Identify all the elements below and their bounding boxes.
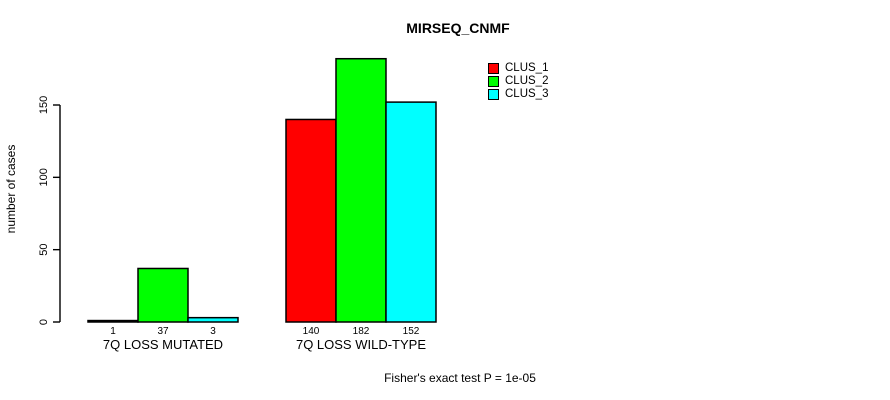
legend-swatch-icon — [488, 76, 499, 87]
y-tick-label: 0 — [38, 319, 50, 325]
chart-title: MIRSEQ_CNMF — [406, 20, 510, 36]
bar-value-label: 182 — [353, 326, 370, 337]
bar-clus_1-2 — [285, 118, 337, 323]
category-label: 7Q LOSS WILD-TYPE — [296, 337, 426, 352]
bar-value-label: 3 — [210, 326, 216, 337]
bar-clus_2-2 — [335, 57, 387, 323]
legend-swatch-icon — [488, 89, 499, 100]
bar-value-label: 152 — [403, 326, 420, 337]
bar-value-label: 37 — [157, 326, 169, 337]
legend-swatch-icon — [488, 63, 499, 74]
y-tick-label: 50 — [38, 244, 50, 256]
bar-clus_3-2 — [385, 101, 437, 323]
legend: CLUS_1 CLUS_2 CLUS_3 — [488, 62, 548, 101]
legend-label: CLUS_2 — [505, 75, 549, 87]
legend-label: CLUS_1 — [505, 62, 549, 74]
bar-clus_3-1 — [187, 316, 239, 323]
legend-item-clus_2: CLUS_2 — [488, 75, 548, 88]
bar-clus_2-1 — [137, 267, 189, 323]
bar-value-label: 1 — [110, 326, 116, 337]
category-label: 7Q LOSS MUTATED — [103, 337, 223, 352]
bar-clus_1-1 — [87, 319, 139, 323]
legend-item-clus_3: CLUS_3 — [488, 88, 548, 101]
annotation-text: Fisher's exact test P = 1e-05 — [384, 371, 536, 385]
bar-value-label: 140 — [303, 326, 320, 337]
legend-label: CLUS_3 — [505, 88, 549, 100]
y-tick-label: 100 — [38, 168, 50, 186]
legend-item-clus_1: CLUS_1 — [488, 62, 548, 75]
y-tick-label: 150 — [38, 96, 50, 114]
